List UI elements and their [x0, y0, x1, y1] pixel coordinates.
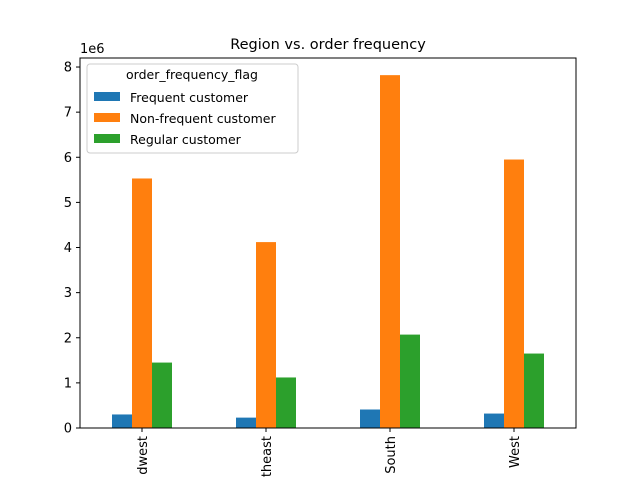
legend-box	[86, 63, 299, 154]
bar-non-frequent-customer-west	[504, 159, 524, 428]
legend-swatch-regular	[94, 134, 120, 143]
bar-non-frequent-customer-northeast	[256, 242, 276, 428]
bar-frequent-customer-south	[360, 409, 380, 428]
legend-label-regular: Regular customer	[130, 132, 242, 147]
legend-label-non-frequent: Non-frequent customer	[130, 111, 276, 126]
plot-frame	[79, 57, 577, 429]
bar-frequent-customer-midwest	[112, 414, 132, 428]
y-tick-label: 2	[64, 331, 72, 346]
x-tick-label-northeast: theast	[260, 436, 275, 477]
y-tick-label: 0	[64, 422, 72, 437]
legend-label-frequent: Frequent customer	[130, 90, 249, 105]
legend-title: order_frequency_flag	[126, 67, 258, 82]
bar-regular-customer-west	[524, 353, 544, 428]
y-axis: 0 1 2 3 4 5 6 7 8	[64, 61, 80, 437]
chart-title: Region vs. order frequency	[230, 37, 426, 53]
bar-non-frequent-customer-midwest	[132, 178, 152, 428]
legend-swatch-frequent	[94, 92, 120, 101]
y-offset-label: 1e6	[80, 42, 105, 57]
y-tick-label: 7	[64, 106, 72, 121]
legend: order_frequency_flag Frequent customer N…	[86, 63, 299, 154]
bar-regular-customer-midwest	[152, 362, 172, 428]
x-tick-label-south: South	[384, 436, 399, 474]
x-tick-label-west: West	[508, 436, 523, 468]
y-tick-label: 6	[64, 151, 72, 166]
x-axis: dwest theast South West	[136, 428, 523, 477]
x-tick-label-midwest: dwest	[136, 436, 151, 475]
bar-frequent-customer-west	[484, 413, 504, 428]
y-tick-label: 3	[64, 286, 72, 301]
bar-non-frequent-customer-south	[380, 75, 400, 429]
legend-swatch-non-frequent	[94, 113, 120, 122]
y-tick-label: 1	[64, 376, 72, 391]
bar-regular-customer-northeast	[276, 377, 296, 428]
bar-frequent-customer-northeast	[236, 417, 256, 428]
bar-regular-customer-south	[400, 334, 420, 428]
y-tick-label: 8	[64, 61, 72, 76]
y-tick-label: 4	[64, 241, 72, 256]
y-tick-label: 5	[64, 196, 72, 211]
bars-group	[112, 75, 544, 429]
